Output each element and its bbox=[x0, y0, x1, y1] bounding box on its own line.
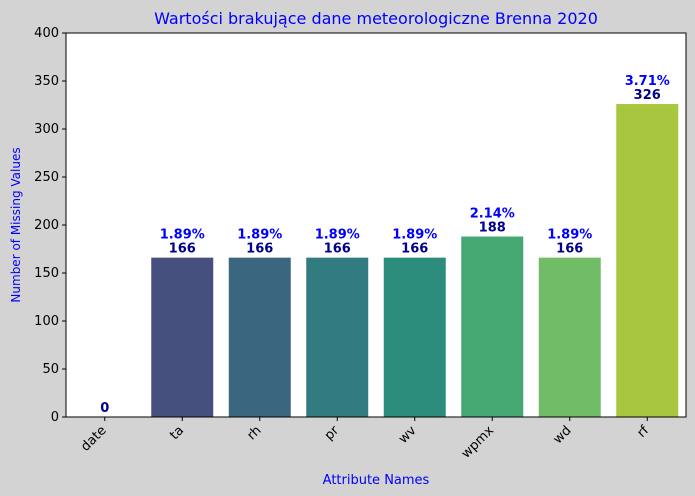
bar-pr bbox=[306, 257, 369, 417]
bar-percent-label: 1.89% bbox=[160, 228, 205, 243]
bars-group bbox=[151, 104, 679, 417]
y-tick-label: 350 bbox=[34, 74, 59, 89]
bar-value-label: 166 bbox=[169, 242, 196, 257]
y-tick-label: 400 bbox=[34, 26, 59, 41]
x-axis-label: Attribute Names bbox=[323, 473, 430, 488]
bar-percent-label: 1.89% bbox=[392, 228, 437, 243]
y-tick-label: 200 bbox=[34, 218, 59, 233]
bar-percent-label: 3.71% bbox=[625, 74, 670, 89]
y-axis: 0 50 100 150 200 250 300 350 400 bbox=[34, 26, 66, 425]
bar-value-label: 326 bbox=[634, 88, 661, 103]
bar-percent-label: 1.89% bbox=[315, 228, 360, 243]
bar-percent-label: 1.89% bbox=[237, 228, 282, 243]
bar-value-label: 166 bbox=[556, 242, 583, 257]
bar-percent-label: 1.89% bbox=[547, 228, 592, 243]
bar-wpmx bbox=[461, 236, 524, 417]
y-tick-label: 250 bbox=[34, 170, 59, 185]
bar-wd bbox=[538, 257, 601, 417]
y-axis-label: Number of Missing Values bbox=[9, 147, 23, 302]
y-tick-label: 100 bbox=[34, 314, 59, 329]
bar-value-label: 166 bbox=[324, 242, 351, 257]
chart-title: Wartości brakujące dane meteorologiczne … bbox=[154, 9, 598, 28]
bar-rh bbox=[228, 257, 291, 417]
bar-percent-label: 2.14% bbox=[470, 207, 515, 222]
bar-value-label: 0 bbox=[100, 401, 109, 416]
bar-ta bbox=[151, 257, 214, 417]
bar-value-label: 188 bbox=[479, 221, 506, 236]
bar-wv bbox=[383, 257, 446, 417]
plot-frame bbox=[65, 32, 687, 418]
bar-rf bbox=[616, 104, 679, 417]
bar-value-label: 166 bbox=[246, 242, 273, 257]
y-tick-label: 50 bbox=[42, 362, 59, 377]
y-tick-label: 150 bbox=[34, 266, 59, 281]
y-tick-label: 0 bbox=[51, 410, 59, 425]
y-tick-label: 300 bbox=[34, 122, 59, 137]
bar-value-label: 166 bbox=[401, 242, 428, 257]
